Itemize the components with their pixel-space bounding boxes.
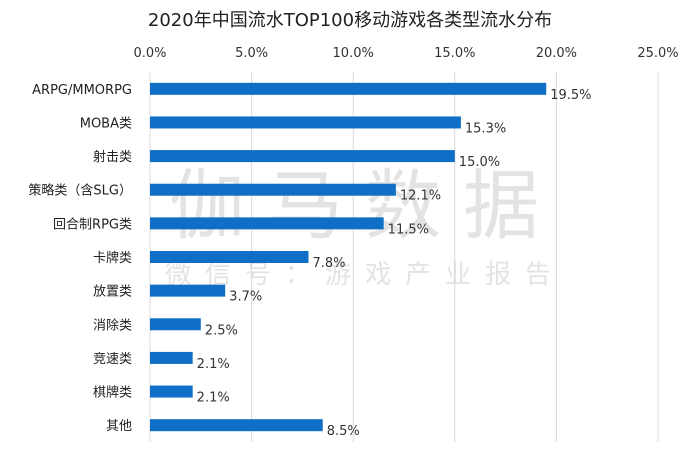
bar: [150, 318, 201, 331]
watermark: 伽马数据 微信号：游戏产业报告: [165, 161, 565, 290]
x-axis-ticks: 0.0% 5.0% 10.0% 15.0% 20.0% 25.0%: [133, 46, 678, 61]
category-label: ARPG/MMORPG: [32, 83, 132, 98]
data-label: 7.8%: [312, 256, 345, 271]
x-tick-label: 25.0%: [637, 46, 678, 61]
x-tick-label: 5.0%: [235, 46, 268, 61]
data-label: 15.0%: [459, 155, 500, 170]
watermark-sub: 微信号：游戏产业报告: [165, 260, 565, 290]
data-labels: 19.5% 15.3% 15.0% 12.1% 11.5% 7.8% 3.7% 2.5% 2.1…: [197, 88, 592, 439]
bar: [150, 419, 323, 432]
category-label: 其他: [106, 419, 132, 434]
category-label: 射击类: [93, 149, 132, 165]
x-tick-label: 0.0%: [133, 46, 166, 61]
bar: [150, 82, 547, 95]
category-label: 策略类（含SLG）: [28, 183, 132, 199]
bar: [150, 183, 396, 196]
category-label: 回合制RPG类: [53, 217, 132, 232]
category-label: 卡牌类: [93, 250, 132, 266]
bar: [150, 284, 226, 297]
data-label: 8.5%: [327, 424, 360, 439]
category-label: 消除类: [93, 318, 132, 333]
x-tick-label: 15.0%: [434, 46, 475, 61]
data-label: 11.5%: [388, 222, 429, 237]
category-label: 放置类: [93, 285, 132, 300]
bar: [150, 351, 193, 364]
category-label: 竞速类: [93, 351, 132, 367]
data-label: 12.1%: [400, 189, 441, 204]
bars: [150, 82, 547, 432]
data-label: 2.5%: [205, 323, 238, 338]
data-label: 2.1%: [197, 357, 230, 372]
data-label: 19.5%: [550, 88, 591, 103]
bar: [150, 217, 384, 230]
x-tick-label: 20.0%: [536, 46, 577, 61]
x-tick-label: 10.0%: [333, 46, 374, 61]
category-label: 棋牌类: [93, 385, 132, 401]
watermark-main: 伽马数据: [169, 161, 561, 250]
category-label: MOBA类: [80, 116, 132, 131]
bar: [150, 251, 309, 263]
gridlines: [149, 72, 659, 442]
chart-title: 2020年中国流水TOP100移动游戏各类型流水分布: [147, 10, 553, 31]
data-label: 15.3%: [465, 121, 506, 136]
data-label: 2.1%: [197, 391, 230, 406]
data-label: 3.7%: [229, 290, 262, 305]
bar: [150, 150, 455, 163]
bar: [150, 116, 461, 129]
bar: [150, 385, 193, 398]
